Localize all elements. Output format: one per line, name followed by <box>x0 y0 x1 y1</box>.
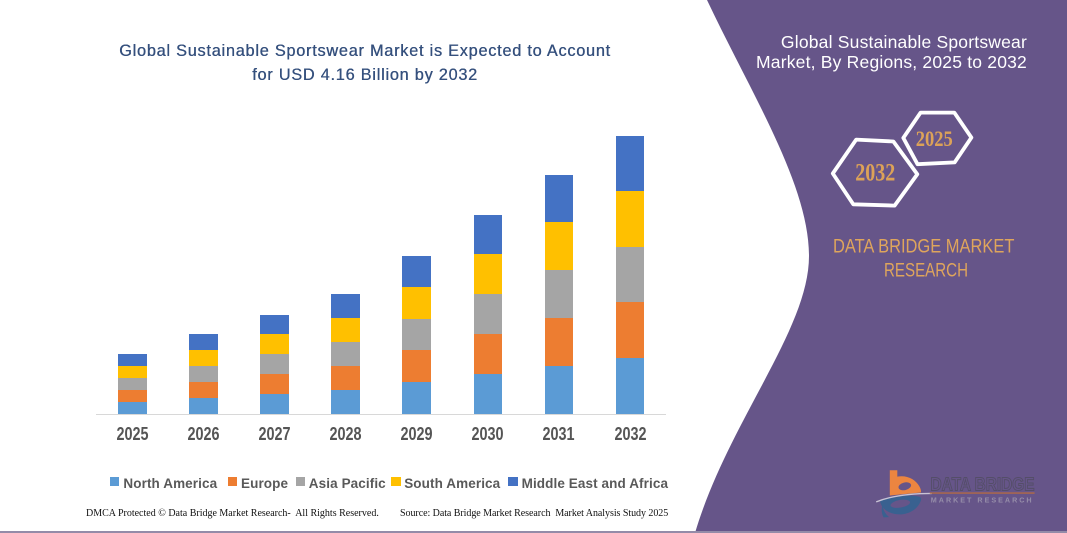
svg-text:DATA BRIDGE MARKET: DATA BRIDGE MARKET <box>833 236 1015 258</box>
svg-text:DATA BRIDGE: DATA BRIDGE <box>931 474 1035 494</box>
svg-text:RESEARCH: RESEARCH <box>884 259 968 281</box>
svg-text:2032: 2032 <box>855 160 895 187</box>
svg-text:MARKET RESEARCH: MARKET RESEARCH <box>931 495 1034 504</box>
svg-text:2025: 2025 <box>916 126 953 151</box>
